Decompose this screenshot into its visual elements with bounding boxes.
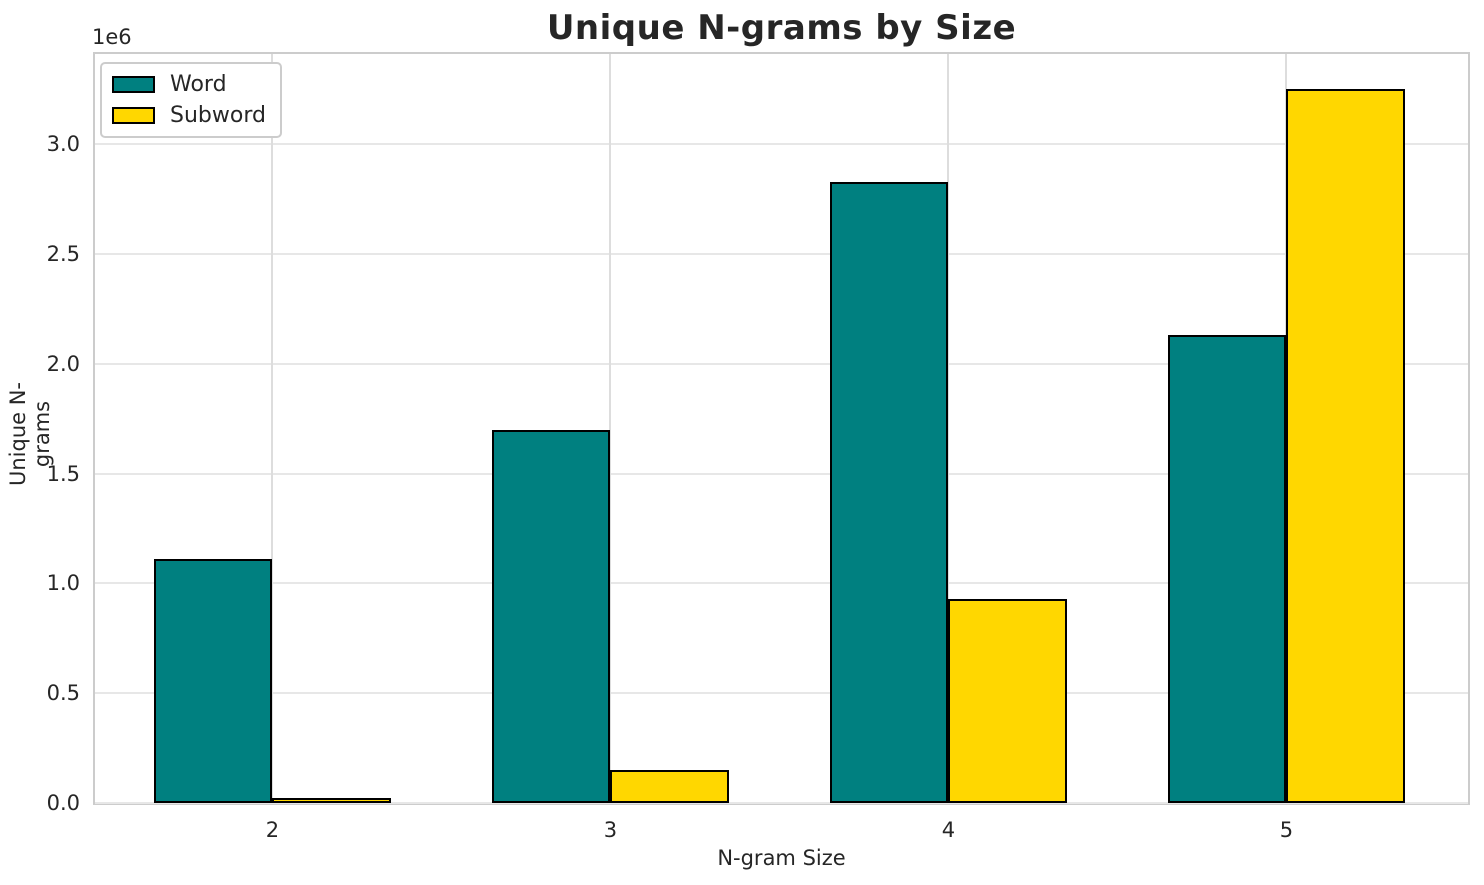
gridline-vertical xyxy=(609,54,612,803)
x-tick-label: 5 xyxy=(1279,818,1294,842)
chart-title: Unique N-grams by Size xyxy=(546,8,1017,48)
legend-row-word: Word xyxy=(112,72,266,97)
gridline-vertical xyxy=(271,54,274,803)
y-tick-label: 3.0 xyxy=(46,132,80,157)
gridline-horizontal xyxy=(95,472,1468,475)
bar-subword-3 xyxy=(610,770,729,803)
x-axis-label: N-gram Size xyxy=(717,846,846,870)
y-tick-label: 0.0 xyxy=(46,791,80,815)
gridline-horizontal xyxy=(95,252,1468,255)
legend: Word Subword xyxy=(100,62,282,138)
legend-label-subword: Subword xyxy=(170,103,266,128)
y-tick-label: 1.0 xyxy=(46,571,80,596)
legend-swatch-word xyxy=(112,76,155,93)
gridline-vertical xyxy=(947,54,950,803)
bar-subword-4 xyxy=(948,599,1067,803)
y-tick-label: 2.0 xyxy=(46,351,80,376)
x-tick-label: 4 xyxy=(941,818,956,842)
y-tick-label: 1.5 xyxy=(46,461,80,486)
y-axis-offset-text: 1e6 xyxy=(92,25,132,49)
plot-area xyxy=(93,52,1470,805)
gridline-horizontal xyxy=(95,692,1468,695)
bar-word-2 xyxy=(154,559,273,803)
legend-row-subword: Subword xyxy=(112,103,266,128)
gridline-horizontal xyxy=(95,362,1468,365)
gridline-horizontal xyxy=(95,143,1468,146)
bar-subword-5 xyxy=(1286,89,1405,803)
bar-word-3 xyxy=(492,430,611,803)
gridline-horizontal xyxy=(95,802,1468,804)
legend-label-word: Word xyxy=(170,72,227,97)
bar-word-4 xyxy=(830,182,949,803)
x-tick-label: 2 xyxy=(265,818,280,842)
y-axis-label: Unique N-grams xyxy=(6,381,54,487)
y-tick-label: 0.5 xyxy=(46,681,80,706)
y-tick-label: 2.5 xyxy=(46,241,80,266)
x-tick-label: 3 xyxy=(603,818,618,842)
bar-subword-2 xyxy=(272,798,391,803)
gridline-horizontal xyxy=(95,582,1468,585)
bar-word-5 xyxy=(1168,335,1287,803)
legend-swatch-subword xyxy=(112,107,155,124)
